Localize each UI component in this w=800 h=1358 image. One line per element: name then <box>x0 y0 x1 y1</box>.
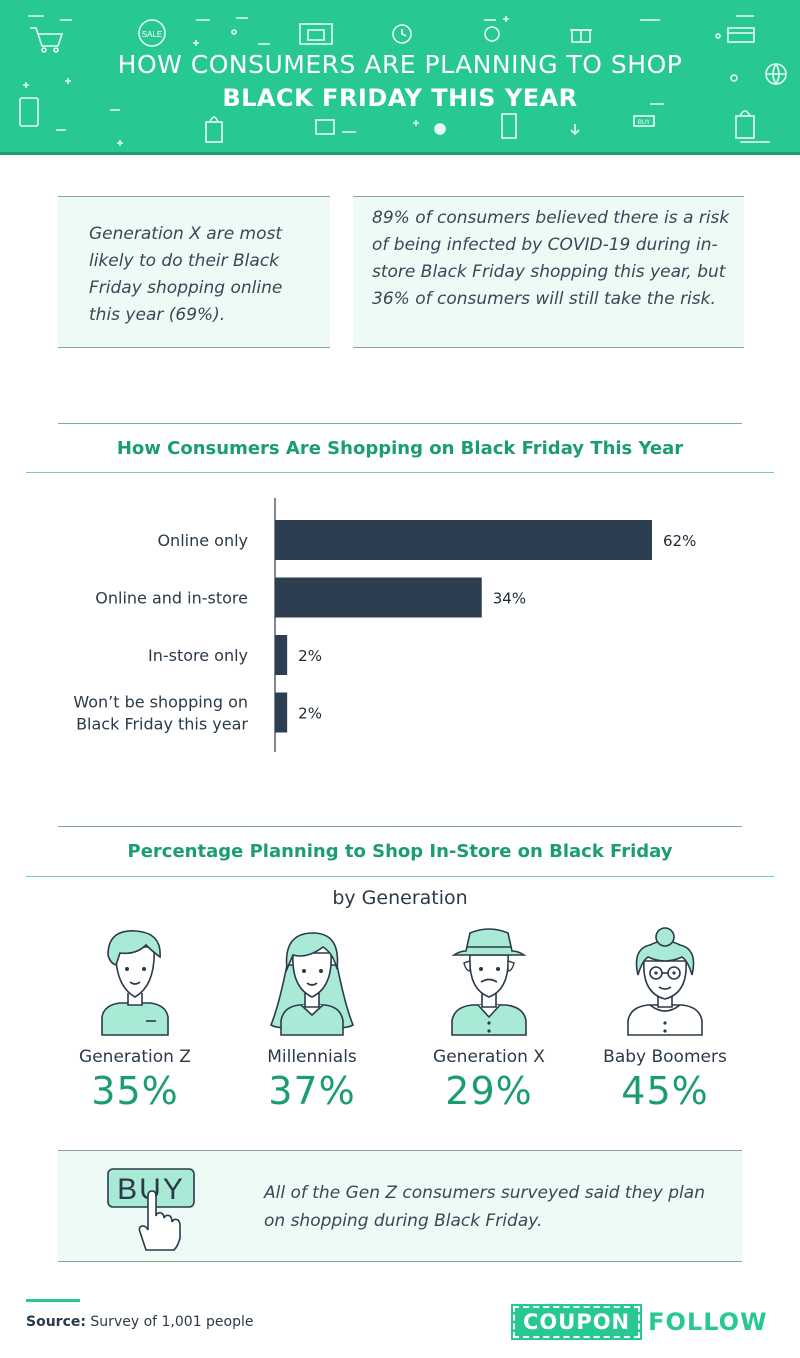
header-title-line1: HOW CONSUMERS ARE PLANNING TO SHOP <box>117 50 683 79</box>
globe-icon <box>765 63 787 86</box>
logo-follow-text: FOLLOW <box>648 1308 768 1336</box>
section-divider <box>26 876 774 877</box>
bar-chart: Online only 62% Online and in-store 34% In-s… <box>73 498 696 752</box>
credit-card-icon <box>727 27 755 43</box>
generation-section-title: Percentage Planning to Shop In-Store on … <box>127 841 673 862</box>
buy-button-hand-icon: BUY <box>107 1168 195 1251</box>
bar-category-label: Online and in-store <box>95 589 248 608</box>
fact-box-covid-risk: 89% of consumers believed there is a ris… <box>353 196 744 348</box>
bar-category-label: Won’t be shopping on Black Friday this ye… <box>73 693 248 734</box>
chart-title: How Consumers Are Shopping on Black Frid… <box>116 438 684 459</box>
buy-tag-text: BUY <box>638 120 650 126</box>
header-title-line2: BLACK FRIDAY THIS YEAR <box>222 84 578 112</box>
gen-z-avatar-icon <box>101 930 169 1036</box>
sale-tag-icon <box>138 19 166 47</box>
logo-coupon-text: COUPON <box>510 1304 643 1340</box>
fact-box-gen-x: Generation X are most likely to do their… <box>58 196 330 348</box>
gift-icon <box>570 29 592 43</box>
dollar-coin-icon <box>434 123 446 135</box>
percent-tag-icon <box>484 26 500 42</box>
gen-x-avatar-icon <box>451 928 527 1036</box>
bar-3 <box>275 692 288 733</box>
section-divider <box>58 423 742 424</box>
section-divider <box>58 826 742 827</box>
generation-percent: 45% <box>621 1069 709 1113</box>
bar-value-label: 2% <box>298 647 322 665</box>
section-divider <box>26 472 774 473</box>
generation-label: Baby Boomers <box>603 1047 727 1067</box>
generation-card-gen-z: Generation Z 35% <box>45 925 225 1113</box>
millennial-avatar-icon <box>269 932 355 1036</box>
bar-value-label: 2% <box>298 705 322 723</box>
generation-card-millennials: Millennials 37% <box>222 925 402 1113</box>
generation-label: Millennials <box>267 1047 357 1067</box>
buy-tag-icon <box>633 115 655 127</box>
gen-z-callout-box: BUY All of the Gen Z consumers surveyed … <box>58 1150 742 1262</box>
source-text: Survey of 1,001 people <box>90 1314 254 1330</box>
sale-tag-text: SALE <box>142 30 162 39</box>
generation-percent: 29% <box>445 1069 533 1113</box>
bar-0 <box>275 520 652 560</box>
shopping-bag-icon <box>205 110 755 143</box>
couponfollow-logo: COUPON FOLLOW <box>510 1304 768 1340</box>
baby-boomer-avatar-icon <box>627 927 703 1036</box>
bar-value-label: 34% <box>493 590 526 608</box>
footer-accent-line <box>26 1299 80 1302</box>
generation-label: Generation Z <box>79 1047 191 1067</box>
generation-label: Generation X <box>433 1047 545 1067</box>
arrow-down-icon <box>570 124 580 136</box>
generation-percent: 37% <box>268 1069 356 1113</box>
bar-category-label: Online only <box>157 531 248 550</box>
bar-2 <box>275 635 288 675</box>
clock-icon <box>392 24 412 44</box>
header-decoration: SALE BUY <box>19 15 787 146</box>
store-icon <box>299 23 333 45</box>
source-note: Source: Survey of 1,001 people <box>26 1314 254 1330</box>
phone-icon <box>19 97 39 127</box>
generation-subtitle: by Generation <box>332 887 468 909</box>
shopping-cart-icon <box>30 27 64 53</box>
generation-card-gen-x: Generation X 29% <box>399 925 579 1113</box>
generation-percent: 35% <box>91 1069 179 1113</box>
bar-value-label: 62% <box>663 532 696 550</box>
gen-z-callout-text: All of the Gen Z consumers surveyed said… <box>264 1183 705 1231</box>
header-banner: SALE BUY HOW CONSUMERS ARE PLANNING TO S… <box>0 0 800 155</box>
generation-card-baby-boomers: Baby Boomers 45% <box>575 925 755 1113</box>
bar-category-label: In-store only <box>148 646 248 665</box>
source-label: Source: <box>26 1314 86 1330</box>
bar-1 <box>275 577 482 618</box>
